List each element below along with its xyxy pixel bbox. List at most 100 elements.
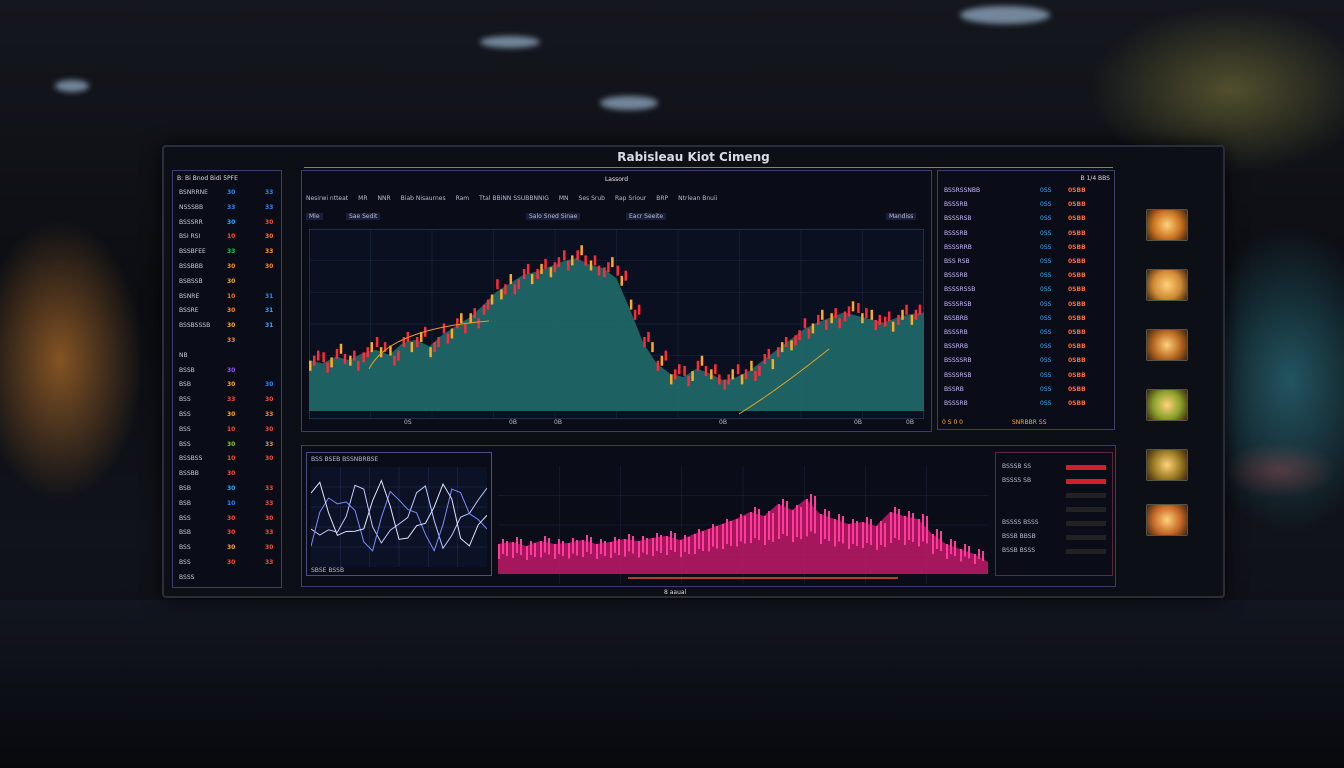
order-row[interactable]: BSSSRB 0SS 0SBB [944, 400, 1108, 410]
candle [851, 301, 855, 312]
bottom-table-bar [1066, 479, 1106, 484]
watchlist-row[interactable]: 33 [179, 337, 275, 347]
order-row[interactable]: BSSRRB 0SS 0SBB [944, 343, 1108, 353]
order-row[interactable]: BSS RSB 0SS 0SBB [944, 258, 1108, 268]
order-row[interactable]: BSSSSRB 0SS 0SBB [944, 357, 1108, 367]
watchlist-row[interactable]: BSB 10 33 [179, 500, 275, 510]
watchlist-row[interactable]: BSS 30 33 [179, 559, 275, 569]
toolbar-item[interactable]: MR [358, 194, 368, 202]
symbol: BSSBB [179, 470, 199, 478]
symbol: BSB [179, 499, 191, 507]
order-row[interactable]: BSSSRRB 0SS 0SBB [944, 244, 1108, 254]
thumbnail-button[interactable] [1146, 209, 1188, 241]
watchlist-row[interactable]: BSS 33 30 [179, 396, 275, 406]
candle [750, 360, 753, 371]
candle [767, 348, 771, 359]
subtoolbar-item[interactable]: Mle [306, 213, 323, 220]
order-symbol: BSSSRSB [944, 371, 972, 379]
monitor: Rabisleau Kiot Cimeng B: Bi Bnod Bidi 5P… [162, 145, 1225, 598]
volume-bar [666, 536, 668, 555]
watchlist-row[interactable]: BSSBSS 10 30 [179, 455, 275, 465]
order-row[interactable]: BSSRSSNBB 0SS 0SBB [944, 187, 1108, 197]
watchlist-row[interactable]: BSS 30 30 [179, 515, 275, 525]
watchlist-row[interactable]: BSB 30 33 [179, 529, 275, 539]
toolbar-item[interactable]: Ses Srub [578, 194, 605, 202]
price-chart[interactable] [309, 229, 924, 419]
order-row[interactable]: BSSBRB 0SS 0SBB [944, 315, 1108, 325]
subtoolbar-item[interactable]: Sae Sedit [346, 213, 381, 220]
toolbar-item[interactable]: Biab Nisaurnes [400, 194, 446, 202]
candle [897, 314, 900, 325]
watchlist-row[interactable]: BSSS [179, 574, 275, 584]
candle [415, 337, 419, 347]
candle [330, 357, 333, 368]
candle [406, 331, 410, 342]
toolbar-item[interactable]: Ttal BBiNN SSUBBNNIG [479, 194, 549, 202]
watchlist-row[interactable]: BSSSRR 30 30 [179, 219, 275, 229]
order-row[interactable]: BSSSRB 0SS 0SBB [944, 329, 1108, 339]
candle [784, 337, 788, 347]
order-symbol: BSSRRB [944, 343, 969, 351]
toolbar-item[interactable]: Rap Sriour [614, 194, 647, 202]
watchlist-row[interactable]: BSBSSB 30 [179, 278, 275, 288]
watchlist-row[interactable]: BSS 30 33 [179, 441, 275, 451]
watchlist-row[interactable]: NSSSBB 33 33 [179, 204, 275, 214]
order-row[interactable]: BSSSRSB 0SS 0SBB [944, 215, 1108, 225]
toolbar-item[interactable]: Ram [455, 194, 470, 202]
watchlist-row[interactable]: BSB 30 30 [179, 381, 275, 391]
thumbnail-button[interactable] [1146, 269, 1188, 301]
candle [677, 364, 681, 375]
candle [710, 369, 713, 380]
volume-bar [894, 507, 896, 538]
subtoolbar-item[interactable]: Salo Sned Sinae [526, 213, 581, 220]
order-row[interactable]: BSSRB 0SS 0SBB [944, 386, 1108, 396]
candle [624, 270, 627, 281]
volume-bar [796, 505, 798, 537]
candle [496, 279, 499, 290]
watchlist-row[interactable]: BSS 30 33 [179, 411, 275, 421]
candle [536, 269, 539, 279]
value-1: 30 [227, 529, 236, 537]
watchlist-row[interactable]: NB [179, 352, 275, 362]
watchlist-row[interactable]: BSI RSI 10 30 [179, 233, 275, 243]
order-value: 0SS [1040, 357, 1052, 365]
toolbar-item[interactable]: BRP [656, 194, 669, 202]
order-row[interactable]: BSSSRB 0SS 0SBB [944, 272, 1108, 282]
toolbar-item[interactable]: NNR [377, 194, 391, 202]
mini-line-chart[interactable] [311, 467, 487, 567]
watchlist-row[interactable]: BSNRRNE 30 33 [179, 189, 275, 199]
watchlist-row[interactable]: BSSBB 30 [179, 470, 275, 480]
toolbar-item[interactable]: MN [558, 194, 569, 202]
order-row[interactable]: BSSSRB 0SS 0SBB [944, 230, 1108, 240]
watchlist-row[interactable]: BSB 30 33 [179, 485, 275, 495]
ceiling-light [55, 80, 89, 92]
watchlist-row[interactable]: BSSRE 30 31 [179, 307, 275, 317]
thumbnail-button[interactable] [1146, 449, 1188, 481]
thumbnail-button[interactable] [1146, 504, 1188, 536]
value-2: 31 [265, 307, 274, 315]
candle [861, 313, 864, 324]
thumbnail-button[interactable] [1146, 389, 1188, 421]
order-price: 0SBB [1068, 187, 1086, 194]
watchlist-row[interactable]: BSS 10 30 [179, 426, 275, 436]
order-row[interactable]: BSSSRSB 0SS 0SBB [944, 372, 1108, 382]
order-row[interactable]: BSSSRB 0SS 0SBB [944, 201, 1108, 211]
candle [517, 279, 521, 290]
watchlist-row[interactable]: BSNRE 10 31 [179, 293, 275, 303]
thumbnail-button[interactable] [1146, 329, 1188, 361]
watchlist-row[interactable]: BSS 30 30 [179, 544, 275, 554]
toolbar-item[interactable]: Nesirwi ntteat [306, 194, 349, 202]
volume-bar [722, 524, 724, 549]
order-row[interactable]: BSSSRSB 0SS 0SBB [944, 301, 1108, 311]
volume-chart[interactable] [498, 466, 988, 584]
subtoolbar-item[interactable]: Eacr Seeite [626, 213, 667, 220]
toolbar-item[interactable]: Ntrlean Bnuii [678, 194, 718, 202]
watchlist-row[interactable]: BSSB 30 [179, 367, 275, 377]
watchlist-row[interactable]: BSSBSSSB 30 31 [179, 322, 275, 332]
watchlist-row[interactable]: BSSBFEE 33 33 [179, 248, 275, 258]
watchlist-row[interactable]: BSSBBB 30 30 [179, 263, 275, 273]
volume-bar [964, 544, 966, 557]
subtoolbar-item[interactable]: Mandiss [886, 213, 917, 220]
value-1: 33 [227, 337, 236, 344]
order-row[interactable]: BSSSRSSB 0SS 0SBB [944, 286, 1108, 296]
